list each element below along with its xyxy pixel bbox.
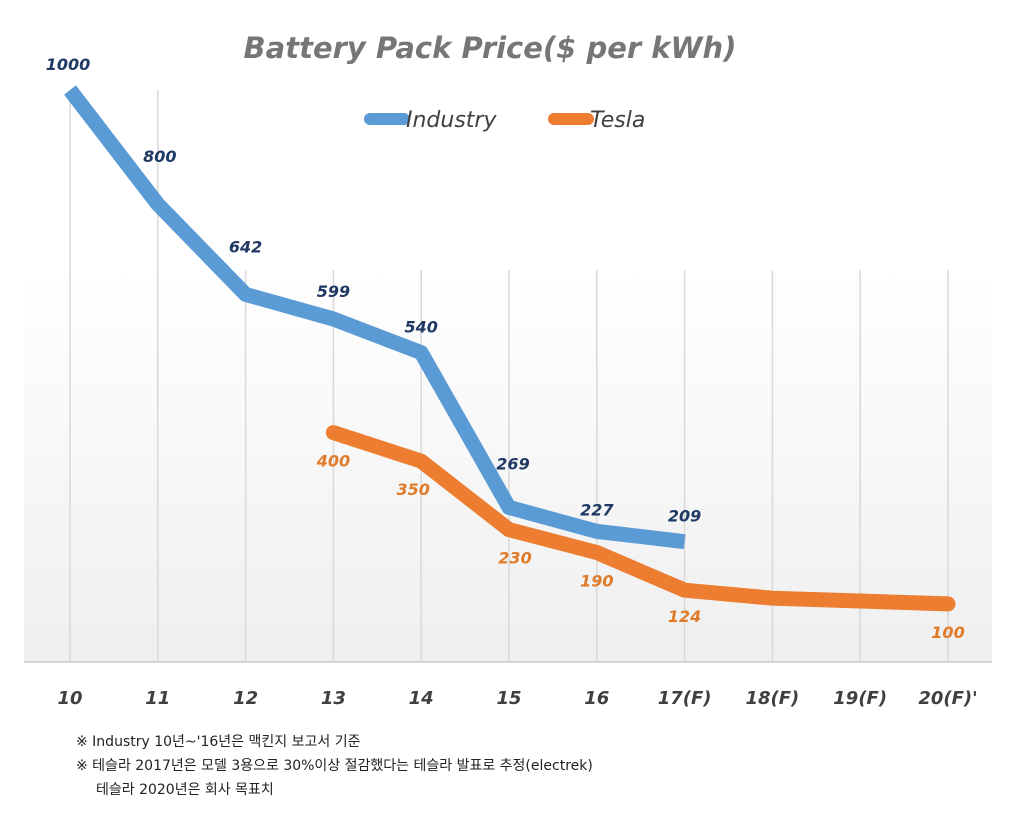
data-label-tesla: 124 <box>668 607 701 626</box>
series-group <box>64 85 956 612</box>
series-line-industry <box>64 85 686 550</box>
legend: Industry Tesla <box>364 108 645 133</box>
footnotes: ※ Industry 10년~'16년은 맥킨지 보고서 기준 ※ 테슬라 20… <box>76 730 593 802</box>
x-tick-label: 16 <box>584 688 609 709</box>
data-label-industry: 209 <box>668 507 701 526</box>
footnote-tesla-2020: 테슬라 2020년은 회사 목표치 <box>96 782 274 798</box>
series-line-tesla <box>325 425 956 612</box>
legend-label-industry: Industry <box>406 108 497 133</box>
data-label-tesla: 400 <box>316 452 350 471</box>
data-labels: 1000 800 642 599 540 269 227 209 400 350 230 190 124… <box>46 55 965 642</box>
legend-label-tesla: Tesla <box>590 108 645 133</box>
line-chart: Battery Pack Price($ per kWh) Industry T… <box>24 31 992 709</box>
data-label-tesla: 190 <box>580 572 613 591</box>
data-label-industry: 540 <box>404 318 437 337</box>
x-tick-label: 18(F) <box>745 688 799 709</box>
data-label-industry: 599 <box>317 282 350 301</box>
x-tick-label: 17(F) <box>658 688 712 709</box>
chart-title: Battery Pack Price($ per kWh) <box>244 31 737 65</box>
data-label-industry: 800 <box>143 147 176 166</box>
data-label-industry: 1000 <box>46 55 91 74</box>
data-label-industry: 227 <box>580 500 614 519</box>
x-tick-label: 19(F) <box>833 688 887 709</box>
x-tick-labels: 10 11 12 13 14 15 16 17(F) 18(F) 19(F) 20(F)' <box>57 688 977 709</box>
data-label-tesla: 350 <box>396 480 429 499</box>
x-tick-label: 20(F)' <box>918 688 977 709</box>
footnote-tesla-2017: ※ 테슬라 2017년은 모델 3용으로 30%이상 절감했다는 테슬라 발표로… <box>76 758 593 774</box>
x-tick-label: 14 <box>409 688 434 709</box>
x-tick-label: 12 <box>233 688 258 709</box>
data-label-industry: 269 <box>496 454 529 473</box>
x-tick-label: 13 <box>321 688 346 709</box>
footnote-industry-source: ※ Industry 10년~'16년은 맥킨지 보고서 기준 <box>76 734 361 750</box>
x-tick-label: 11 <box>145 688 170 709</box>
data-label-industry: 642 <box>229 237 262 256</box>
x-tick-label: 10 <box>57 688 82 709</box>
x-tick-label: 15 <box>496 688 521 709</box>
data-label-tesla: 230 <box>498 549 531 568</box>
data-label-tesla: 100 <box>931 623 964 642</box>
